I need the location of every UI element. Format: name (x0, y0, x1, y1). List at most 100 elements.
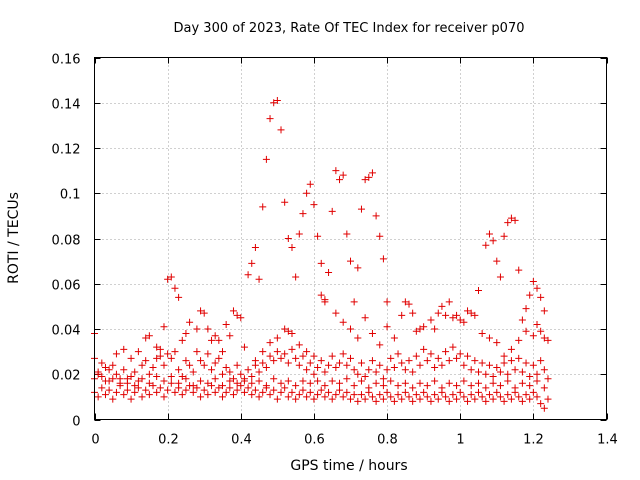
x-tick-label: 0.4 (231, 433, 252, 448)
data-point (383, 323, 391, 331)
data-point (153, 388, 161, 396)
data-point (233, 379, 241, 387)
data-point (482, 241, 490, 249)
data-point (182, 375, 190, 383)
data-point (500, 397, 508, 405)
data-point (540, 334, 548, 342)
data-point (145, 370, 153, 378)
data-point (251, 361, 259, 369)
data-point (339, 350, 347, 358)
data-point (412, 391, 420, 399)
data-point (255, 368, 263, 376)
data-point (511, 366, 519, 374)
data-point (398, 311, 406, 319)
data-point (372, 397, 380, 405)
data-point (482, 384, 490, 392)
data-point (368, 357, 376, 365)
data-point (288, 244, 296, 252)
data-point (471, 357, 479, 365)
data-point (138, 361, 146, 369)
data-point (160, 377, 168, 385)
data-point (537, 293, 545, 301)
data-point (357, 377, 365, 385)
data-point (149, 382, 157, 390)
data-point (204, 350, 212, 358)
data-point (200, 309, 208, 317)
data-point (518, 379, 526, 387)
data-point (266, 352, 274, 360)
data-point (533, 377, 541, 385)
data-point (211, 375, 219, 383)
data-point (526, 373, 534, 381)
data-point (229, 375, 237, 383)
data-point (237, 314, 245, 322)
data-point (94, 370, 102, 378)
data-point (489, 373, 497, 381)
data-point (101, 391, 109, 399)
data-point (387, 354, 395, 362)
data-point (482, 397, 490, 405)
data-point (434, 309, 442, 317)
data-point (134, 384, 142, 392)
data-point (306, 388, 314, 396)
data-point (270, 386, 278, 394)
data-point (445, 397, 453, 405)
data-point (453, 311, 461, 319)
data-point (357, 359, 365, 367)
data-point (354, 334, 362, 342)
data-point (310, 352, 318, 360)
data-point (504, 391, 512, 399)
data-point (489, 379, 497, 387)
data-point (281, 198, 289, 206)
data-point (416, 361, 424, 369)
data-point (197, 307, 205, 315)
data-point (507, 357, 515, 365)
data-point (295, 391, 303, 399)
series-floor (91, 379, 552, 412)
y-tick-label: 0.16 (52, 53, 81, 68)
data-point (401, 298, 409, 306)
data-point (112, 388, 120, 396)
data-point (251, 386, 259, 394)
data-point (120, 366, 128, 374)
data-point (204, 379, 212, 387)
data-point (354, 370, 362, 378)
data-point (401, 366, 409, 374)
data-point (310, 370, 318, 378)
data-point (438, 361, 446, 369)
data-point (431, 325, 439, 333)
data-point (175, 366, 183, 374)
data-point (259, 359, 267, 367)
data-point (229, 391, 237, 399)
data-point (303, 366, 311, 374)
data-point (464, 352, 472, 360)
data-point (537, 327, 545, 335)
data-point (379, 255, 387, 263)
data-point (533, 320, 541, 328)
data-point (233, 311, 241, 319)
data-point (321, 382, 329, 390)
data-point (347, 325, 354, 333)
data-point (193, 325, 201, 333)
data-point (405, 357, 413, 365)
data-point (211, 332, 219, 340)
data-point (504, 370, 512, 378)
data-point (372, 379, 380, 387)
data-point (489, 395, 497, 403)
data-point (464, 397, 472, 405)
data-point (390, 363, 398, 371)
data-point (321, 368, 329, 376)
data-point (445, 357, 453, 365)
data-point (431, 377, 439, 385)
data-point (138, 393, 146, 401)
data-point (208, 382, 216, 390)
data-point (423, 357, 431, 365)
data-point (98, 384, 106, 392)
data-point (116, 379, 124, 387)
data-point (134, 348, 142, 356)
data-point (303, 189, 311, 197)
data-point (522, 327, 530, 335)
data-point (496, 368, 504, 376)
data-point (167, 373, 175, 381)
data-point (303, 348, 311, 356)
